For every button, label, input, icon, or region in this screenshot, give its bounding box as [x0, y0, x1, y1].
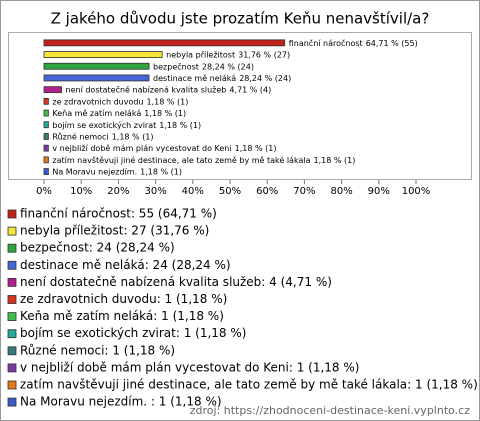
bar-label: není dostatečně nabízená kvalita služeb 4… [66, 84, 272, 94]
bar [43, 97, 49, 105]
value-label: 1,18 % (1) [159, 120, 201, 129]
bar-label: finanční náročnost 64,71 % (55) [289, 37, 418, 47]
value-label: 28,24 % (24) [239, 73, 291, 82]
value-label: 1,18 % (1) [140, 167, 182, 176]
value-label: 1,18 % (1) [112, 132, 154, 141]
category-label: ze zdravotnich duvodu [52, 97, 143, 106]
bar-label: Keňa mě zatím neláká 1,18 % (1) [52, 108, 186, 118]
x-tick-label: 70% [293, 186, 315, 197]
legend-label: finanční náročnost: 55 (64,71 %) [20, 207, 217, 221]
value-label: 4,71 % (4) [229, 85, 271, 94]
category-label: nebyla příležitost [166, 50, 235, 59]
legend-swatch [7, 243, 17, 253]
x-tick-label: 90% [368, 186, 390, 197]
x-tick-label: 40% [182, 186, 204, 197]
value-label: 64,71 % (55) [366, 38, 418, 47]
bar-label: nebyla příležitost 31,76 % (27) [166, 50, 290, 59]
category-label: Různé nemoci [52, 131, 108, 141]
legend-label: bojím se exotických zvirat: 1 (1,18 %) [20, 326, 246, 340]
category-label: Na Moravu nejezdím. [52, 167, 137, 176]
category-label: bezpečnost [153, 61, 199, 71]
bar [43, 121, 49, 129]
legend-label: ze zdravotnich duvodu: 1 (1,18 %) [20, 292, 227, 306]
category-label: bojím se exotických zvirat [52, 120, 156, 129]
category-label: destinace mě neláká [153, 73, 236, 82]
legend-swatch [7, 397, 17, 407]
bar-label: Různé nemoci 1,18 % (1) [52, 131, 153, 141]
value-label: 1,18 % (1) [235, 144, 277, 153]
x-tick-label: 60% [256, 186, 278, 197]
bar [43, 168, 49, 175]
legend-label: není dostatečně nabízená kvalita služeb:… [20, 275, 332, 289]
value-label: 1,18 % (1) [313, 155, 355, 164]
legend-label: Různé nemoci: 1 (1,18 %) [20, 343, 175, 357]
x-tick-label: 10% [70, 186, 92, 197]
category-label: finanční náročnost [289, 37, 363, 47]
bar [43, 51, 163, 58]
bar-label: v nejbliží době mám plán vycestovat do K… [52, 144, 276, 153]
bar [43, 74, 150, 82]
x-tick-label: 30% [144, 186, 166, 197]
chart-title: Z jakého důvodu jste prozatím Keňu nenav… [51, 10, 430, 28]
value-label: 1,18 % (1) [144, 109, 186, 118]
bar-label: ze zdravotnich duvodu 1,18 % (1) [52, 97, 188, 106]
bar-label: bezpečnost 28,24 % (24) [153, 61, 254, 71]
x-tick-label: 100% [402, 186, 431, 197]
source: zdroj: https://zhodnoceni-destinace-keni… [190, 404, 470, 417]
legend-label: nebyla příležitost: 27 (31,76 %) [20, 224, 209, 238]
bar-label: destinace mě neláká 28,24 % (24) [153, 73, 291, 82]
legend-swatch [7, 363, 17, 373]
bar-label: bojím se exotických zvirat 1,18 % (1) [52, 120, 201, 129]
legend-label: destinace mě neláká: 24 (28,24 %) [20, 258, 231, 272]
value-label: 1,18 % (1) [147, 97, 189, 106]
value-label: 28,24 % (24) [202, 62, 254, 71]
legend-swatch [7, 209, 17, 219]
bar [43, 62, 150, 70]
x-tick-label: 50% [219, 186, 241, 197]
category-label: v nejbliží době mám plán vycestovat do K… [52, 144, 231, 153]
legend-swatch [7, 380, 17, 390]
x-tick-label: 80% [330, 186, 352, 197]
x-tick-label: 0% [36, 186, 52, 197]
legend-swatch [7, 346, 17, 356]
legend-label: Keňa mě zatím neláká: 1 (1,18 %) [20, 309, 224, 323]
legend-swatch [7, 312, 17, 322]
bar [43, 144, 49, 152]
bar [43, 39, 286, 47]
legend-label: zatím navštěvuji jiné destinace, ale tat… [20, 378, 478, 392]
legend-swatch [7, 329, 17, 339]
legend-label: bezpečnost: 24 (28,24 %) [20, 241, 175, 255]
category-label: zatím navštěvuji jiné destinace, ale tat… [52, 154, 310, 164]
legend-swatch [7, 260, 17, 270]
bar [43, 156, 49, 164]
bar [43, 109, 49, 117]
bar [43, 86, 62, 94]
value-label: 31,76 % (27) [238, 50, 290, 59]
legend-label: v nejbliží době mám plán vycestovat do K… [20, 360, 359, 374]
legend-swatch [7, 226, 17, 236]
legend-label: Na Moravu nejezdím. : 1 (1,18 %) [20, 395, 222, 409]
bar-label: zatím navštěvuji jiné destinace, ale tat… [52, 154, 355, 164]
legend-swatch [7, 295, 17, 304]
x-tick-label: 20% [107, 186, 129, 197]
bar-label: Na Moravu nejezdím. 1,18 % (1) [52, 167, 182, 176]
bar [43, 133, 49, 140]
category-label: není dostatečně nabízená kvalita služeb [66, 84, 227, 94]
category-label: Keňa mě zatím neláká [52, 108, 141, 118]
legend-swatch [7, 277, 17, 287]
